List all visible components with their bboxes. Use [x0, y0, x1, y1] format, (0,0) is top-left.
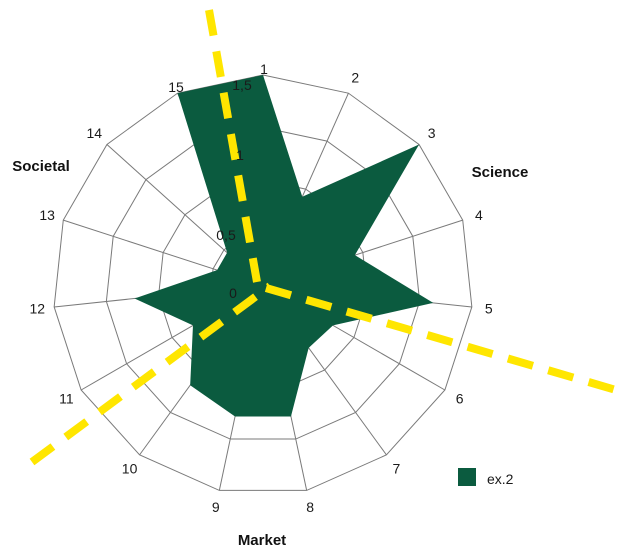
legend-swatch — [458, 468, 476, 486]
category-label: 3 — [428, 125, 436, 141]
group-label-science: Science — [472, 164, 529, 181]
series-area — [134, 75, 434, 417]
radial-tick-label: 0 — [229, 285, 237, 301]
category-label: 6 — [456, 391, 464, 407]
category-label: 4 — [475, 207, 483, 223]
category-label: 14 — [87, 125, 103, 141]
legend-label: ex.2 — [487, 471, 514, 487]
category-label: 15 — [168, 79, 184, 95]
group-label-market: Market — [238, 532, 286, 549]
category-label: 13 — [39, 207, 55, 223]
series-layer — [134, 75, 434, 417]
category-label: 7 — [393, 461, 401, 477]
radial-tick-labels: 0 0,5 1 1,5 1 — [216, 61, 268, 301]
radial-tick-label: 0,5 — [216, 227, 236, 243]
category-label: 10 — [122, 461, 138, 477]
category-label: 8 — [306, 499, 314, 515]
category-label: 2 — [351, 70, 359, 86]
category-label: 12 — [29, 301, 45, 317]
annotation-line — [205, 9, 261, 283]
category-label: 11 — [59, 391, 74, 407]
annotation-line — [264, 284, 618, 394]
category-label: 9 — [212, 499, 220, 515]
legend: ex.2 — [458, 468, 514, 487]
annotation-layer — [29, 9, 618, 466]
category-label: 5 — [485, 301, 493, 317]
radial-tick-label: 1,5 — [232, 77, 252, 93]
annotation-line — [29, 282, 273, 466]
radial-tick-label: 1 — [260, 61, 268, 77]
grid-ring — [53, 74, 473, 491]
grid-ring — [105, 126, 421, 440]
radial-tick-label: 1 — [236, 147, 244, 163]
group-label-societal: Societal — [12, 158, 70, 175]
